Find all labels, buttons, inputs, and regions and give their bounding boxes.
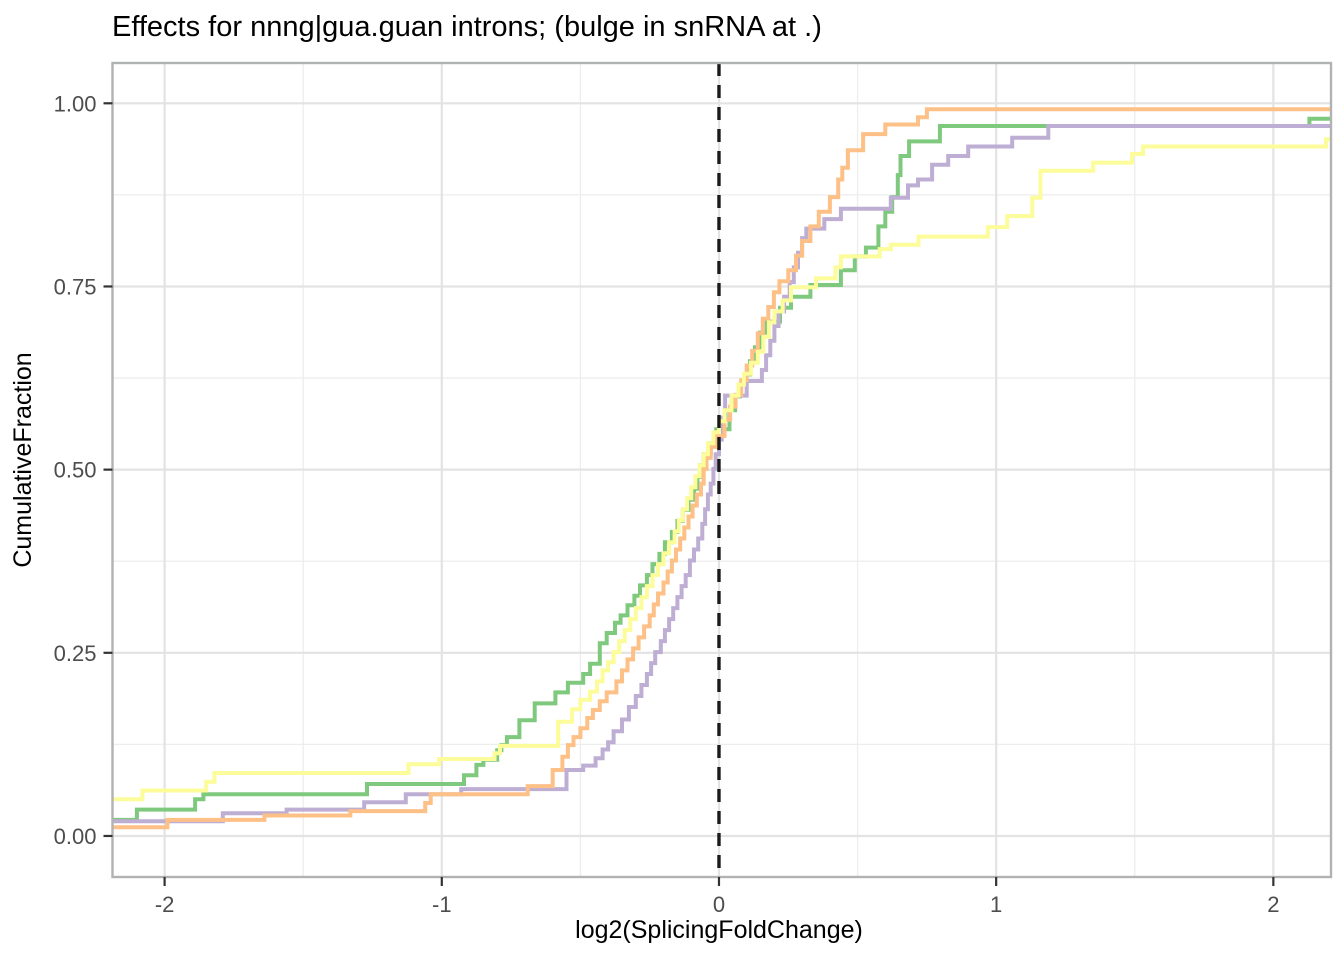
y-tick-label: 1.00 bbox=[54, 91, 97, 116]
y-tick-label: 0.25 bbox=[54, 641, 97, 666]
x-tick-labels: -2 -1 0 1 2 bbox=[155, 892, 1280, 917]
axis-tick-marks bbox=[103, 102, 1275, 886]
ecdf-line-orange bbox=[112, 107, 1331, 830]
ecdf-curves bbox=[112, 107, 1331, 830]
x-tick-label: -2 bbox=[155, 892, 175, 917]
x-tick-label: -1 bbox=[432, 892, 452, 917]
y-tick-label: 0.50 bbox=[54, 458, 97, 483]
y-tick-labels: 0.00 0.25 0.50 0.75 1.00 bbox=[54, 91, 97, 849]
y-axis-title: CumulativeFraction bbox=[9, 352, 37, 567]
x-tick-label: 0 bbox=[713, 892, 725, 917]
x-axis-title: log2(SplicingFoldChange) bbox=[575, 916, 863, 944]
ecdf-line-yellow bbox=[112, 137, 1331, 802]
y-tick-label: 0.75 bbox=[54, 274, 97, 299]
plot-title: Effects for nnng|gua.guan introns; (bulg… bbox=[112, 11, 822, 43]
ecdf-line-purple bbox=[112, 124, 1331, 824]
y-tick-label: 0.00 bbox=[54, 824, 97, 849]
x-tick-label: 1 bbox=[990, 892, 1002, 917]
x-tick-label: 2 bbox=[1267, 892, 1279, 917]
